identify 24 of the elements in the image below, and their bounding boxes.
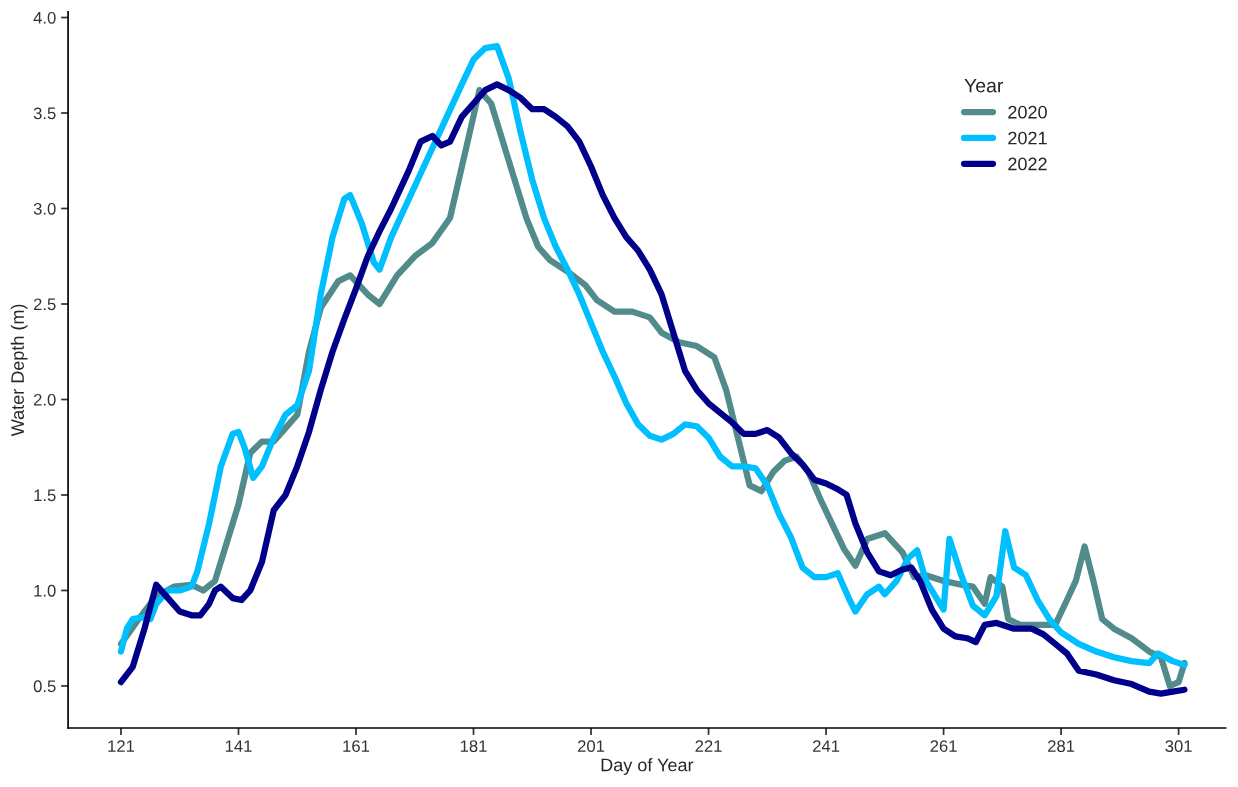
x-tick-label: 301 [1165, 740, 1192, 753]
y-tick-label: 4.0 [33, 11, 56, 24]
x-axis-title: Day of Year [601, 758, 694, 775]
x-tick-label: 181 [460, 740, 487, 753]
x-tick-label: 201 [577, 740, 605, 753]
y-tick-label: 0.5 [33, 680, 56, 693]
y-tick-label: 2.0 [33, 393, 56, 406]
x-tick-label: 161 [343, 740, 370, 753]
y-tick-label: 3.0 [33, 202, 56, 215]
x-tick-label: 261 [930, 740, 957, 753]
y-tick-label: 1.5 [34, 489, 56, 502]
legend-label: 2022 [1008, 157, 1047, 171]
x-tick-label: 141 [225, 740, 252, 752]
y-axis-title: Water Depth (m) [10, 304, 28, 437]
legend-label: 2020 [1008, 105, 1047, 119]
y-tick-label: 1.0 [34, 584, 56, 597]
x-tick-label: 281 [1048, 740, 1075, 753]
y-tick-label: 3.5 [33, 107, 56, 120]
legend-label: 2021 [1008, 131, 1047, 145]
x-tick-label: 121 [108, 740, 135, 752]
legend-title: Year [964, 78, 1004, 93]
x-tick-label: 221 [695, 740, 722, 752]
y-tick-label: 2.5 [33, 298, 56, 311]
x-tick-label: 241 [813, 740, 840, 752]
